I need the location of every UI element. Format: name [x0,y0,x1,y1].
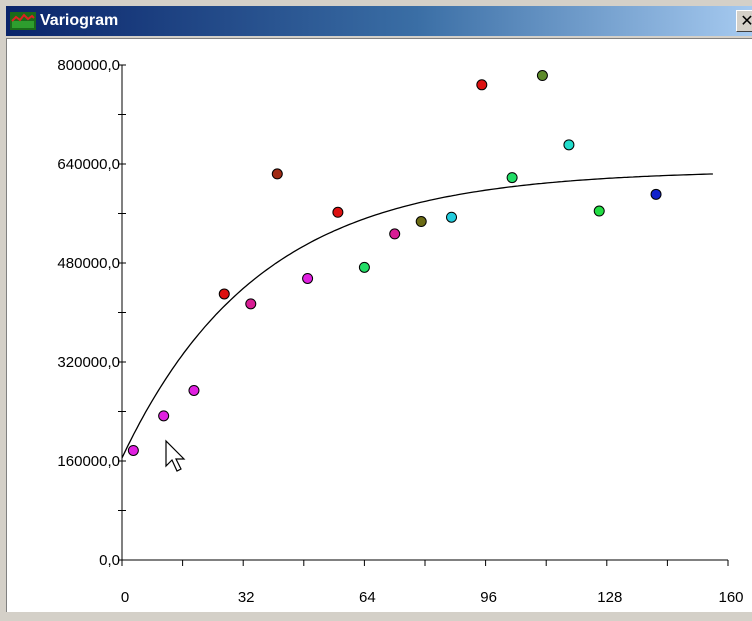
variogram-point [415,216,427,228]
variogram-point [506,172,518,184]
y-tick-label: 320000,0 [57,354,120,371]
variogram-point [389,228,401,240]
x-tick-label: 128 [597,589,622,606]
x-tick-label: 64 [359,589,376,606]
variogram-point [593,205,605,217]
window-title: Variogram [40,12,119,29]
x-tick-label: 32 [238,589,255,606]
close-button[interactable]: ✕ [736,10,752,32]
y-tick-label: 800000,0 [57,57,120,74]
chart-area [6,38,752,621]
x-tick-label: 0 [121,589,129,606]
y-tick-label: 480000,0 [57,255,120,272]
variogram-point [476,79,488,91]
variogram-point [536,70,548,82]
variogram-point [358,261,370,273]
variogram-point [188,384,200,396]
x-tick-label: 160 [718,589,743,606]
variogram-point [158,410,170,422]
x-tick-label: 96 [480,589,497,606]
variogram-app-icon [10,12,36,30]
variogram-model-curve [121,173,713,459]
variogram-point [446,211,458,223]
variogram-point [218,288,230,300]
variogram-point [563,139,575,151]
variogram-point [271,168,283,180]
y-tick-label: 160000,0 [57,453,120,470]
variogram-point [245,298,257,310]
close-icon: ✕ [740,11,752,30]
variogram-point [127,444,139,456]
variogram-point [650,188,662,200]
variogram-point [302,272,314,284]
y-tick-label: 640000,0 [57,156,120,173]
window-bottom-border [0,612,752,621]
y-tick-label: 0,0 [99,552,120,569]
variogram-point [332,206,344,218]
title-bar[interactable]: Variogram ✕ [6,6,752,36]
